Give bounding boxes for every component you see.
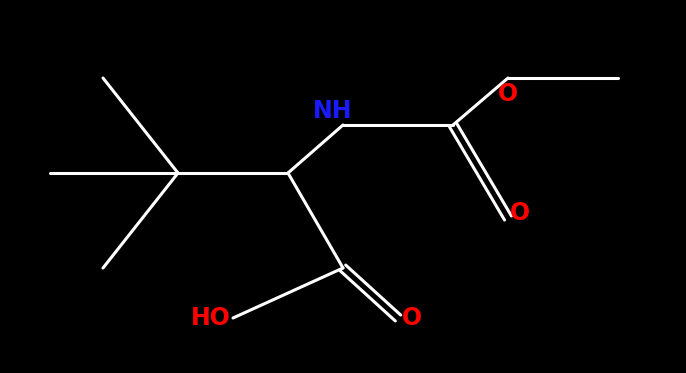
Text: O: O [510, 201, 530, 225]
Text: O: O [498, 82, 518, 106]
Text: NH: NH [314, 99, 353, 123]
Text: HO: HO [191, 306, 231, 330]
Text: O: O [402, 306, 422, 330]
